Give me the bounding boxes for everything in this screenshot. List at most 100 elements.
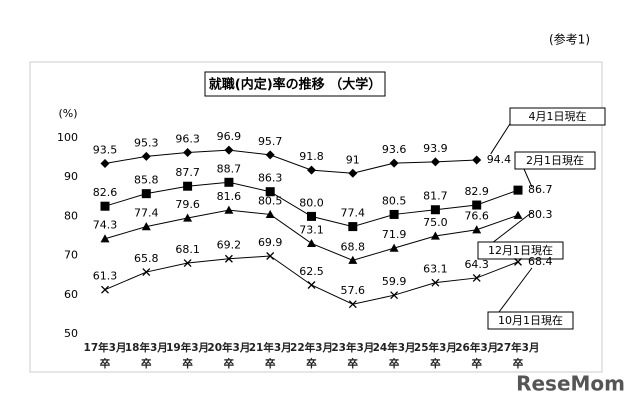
x-tick-label: 18年3月 卒 [124,342,168,370]
marker [183,213,193,222]
value-label: 61.3 [93,270,118,283]
marker [514,257,522,266]
title-box [204,71,386,97]
value-label: 73.1 [299,223,324,236]
marker [348,255,358,264]
value-label: 77.4 [134,207,159,220]
callout-arrow [492,267,533,321]
x-tick-label: 24年3月 卒 [372,342,416,370]
x-tick-label: 27年3月 卒 [496,342,540,370]
watermark: ReseMom [516,372,625,396]
y-tick-label: 50 [64,327,78,340]
marker [265,150,275,160]
marker [390,291,399,300]
y-tick-label: 90 [64,170,78,183]
value-label: 94.4 [487,153,512,166]
marker [100,158,110,168]
marker [100,201,110,211]
value-label: 65.8 [134,252,159,265]
x-tick-label: 23年3月 卒 [331,342,375,370]
marker [307,281,316,289]
marker [266,252,275,260]
value-label: 68.1 [175,243,200,256]
marker [142,268,151,277]
value-label: 64.3 [464,258,489,271]
x-tick-label: 21年3月 卒 [248,342,292,370]
marker [430,157,440,167]
value-label: 86.3 [258,172,283,185]
value-label: 71.9 [382,228,407,241]
legend-label: 10月1日現在 [498,314,563,327]
marker [307,238,316,248]
value-label: 57.6 [341,284,366,297]
x-tick-label: 25年3月 卒 [413,342,457,370]
marker [430,205,440,215]
value-label: 81.7 [423,190,448,203]
marker [224,205,234,214]
value-label: 68.4 [528,255,553,268]
marker [431,278,440,287]
marker [472,225,482,234]
value-label: 80.3 [528,208,553,221]
marker [265,209,275,219]
legend-label: 12月1日現在 [488,244,553,257]
value-label: 76.6 [464,210,489,223]
marker [472,155,482,165]
value-label: 88.7 [217,162,242,175]
value-label: 91.8 [299,150,324,163]
value-label: 95.7 [258,135,283,148]
value-label: 93.5 [93,143,118,156]
legend-box [514,151,596,170]
chart-title: 就職(内定)率の推移 （大学） [209,77,381,93]
value-label: 79.6 [175,198,200,211]
value-label: 96.3 [175,133,200,146]
marker [513,185,523,195]
value-label: 59.9 [382,275,407,288]
value-label: 77.4 [341,207,366,220]
value-label: 69.9 [258,236,283,249]
y-tick-label: 70 [64,249,78,262]
value-label: 80.0 [299,196,324,209]
marker [430,231,440,240]
legend-box [509,107,606,126]
marker [183,148,193,158]
marker [224,254,233,263]
value-label: 80.5 [382,194,407,207]
value-label: 87.7 [175,166,200,179]
marker [307,165,316,175]
value-label: 86.7 [528,183,553,196]
marker [389,209,399,219]
marker [141,151,151,161]
value-label: 68.8 [341,240,366,253]
marker [472,273,481,282]
marker [389,158,399,168]
value-label: 69.2 [217,239,242,252]
value-label: 91 [346,153,360,166]
legend-label: 4月1日現在 [529,110,587,123]
note: (参考1) [549,32,590,47]
value-label: 85.8 [134,174,159,187]
value-label: 93.6 [382,143,407,156]
value-label: 95.3 [134,136,159,149]
y-unit: (%) [58,107,77,120]
legend-box [487,311,574,330]
marker [513,210,523,219]
value-label: 81.6 [217,190,242,203]
marker [141,189,151,199]
marker [389,243,399,252]
y-tick-label: 80 [64,209,78,222]
marker [224,145,234,155]
marker [224,177,234,187]
frame [29,61,603,373]
y-tick-label: 60 [64,288,78,301]
y-tick-label: 100 [57,131,78,144]
value-label: 82.9 [464,185,489,198]
value-label: 96.9 [217,130,242,143]
value-label: 80.5 [258,194,283,207]
value-label: 62.5 [299,265,324,278]
value-label: 82.6 [93,186,118,199]
value-label: 93.9 [423,142,448,155]
x-tick-label: 19年3月 卒 [166,342,210,370]
